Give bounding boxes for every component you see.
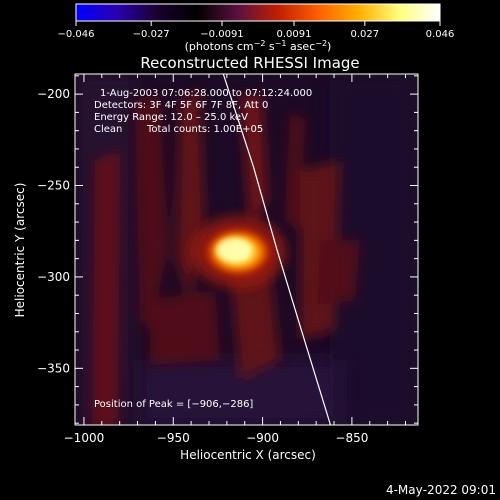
y-axis-label: Heliocentric Y (arcsec) [13,183,27,318]
colorbar-tick-label: 0.046 [426,29,455,40]
y-tick-label: −350 [37,361,70,375]
y-axis: −200 −250 −300 −350 [37,75,418,424]
plot-frame [74,73,419,426]
x-tick-label: −900 [246,431,279,445]
y-tick-label: −200 [37,87,70,101]
clean-annotation: Clean [94,124,122,135]
colorbar-tick-label: −0.027 [133,29,170,40]
total-counts-annotation: Total counts: 1.00E+05 [146,124,263,135]
colorbar-tick-label: −0.046 [57,29,94,40]
time-range-annotation: 1‐Aug‐2003 07:06:28.000 to 07:12:24.000 [100,88,312,99]
colorbar [75,3,441,22]
detectors-annotation: Detectors: 3F 4F 5F 6F 7F 8F, Att 0 [94,100,268,111]
x-tick-label: −850 [335,431,368,445]
peak-position-annotation: Position of Peak = [−906,−286] [94,399,253,410]
colorbar-tick-label: −0.0091 [200,29,243,40]
y-tick-label: −300 [37,270,70,284]
y-tick-label: −250 [37,179,70,193]
render-timestamp: 4‐May‐2022 09:01 [386,483,496,497]
x-tick-label: −1000 [64,431,105,445]
heatmap-image [75,74,418,425]
colorbar-unit-label: (photons cm−2 s−1 asec−2) [185,39,332,53]
x-tick-label: −950 [157,431,190,445]
colorbar-ticks: −0.046 −0.027 −0.0091 0.0091 0.027 0.046 [57,21,454,40]
x-axis: −1000 −950 −900 −850 [64,74,406,445]
chart-title: Reconstructed RHESSI Image [140,54,359,72]
x-axis-label: Heliocentric X (arcsec) [180,448,316,462]
colorbar-tick-label: 0.027 [351,29,380,40]
solar-limb-curve [222,74,332,425]
energy-range-annotation: Energy Range: 12.0 – 25.0 keV [94,112,248,123]
colorbar-tick-label: 0.0091 [277,29,312,40]
